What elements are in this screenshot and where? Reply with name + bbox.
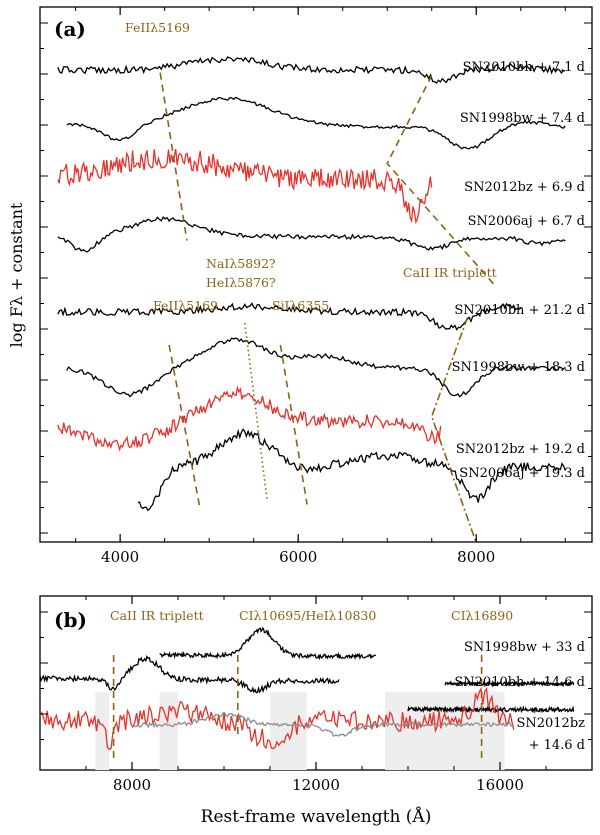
x-tick-label: 16000 xyxy=(476,776,524,794)
series-label: SN1998bw + 7.4 d xyxy=(460,111,585,126)
series-label: SN2006aj + 6.7 d xyxy=(468,214,585,229)
series-label: SN2010bh + 7.1 d xyxy=(463,60,585,75)
marker-label-nai: NaIλ5892? xyxy=(206,256,276,271)
series-label: SN2012bz + 6.9 d xyxy=(464,180,585,195)
y-axis-label: log Fλ + constant xyxy=(7,202,26,347)
series-label: SN1998bw + 33 d xyxy=(464,640,585,655)
panel-a-plot: 4000 6000 8000 xyxy=(40,7,592,566)
marker-label-caii: CaII IR triplett xyxy=(403,265,497,280)
spectrum-line xyxy=(57,148,433,225)
telluric-band xyxy=(385,691,505,770)
series-label: SN2012bz + 19.2 d xyxy=(456,442,585,457)
marker-label-feii-late: FeIIλ5169 xyxy=(153,298,218,313)
marker-label-feii: FeIIλ5169 xyxy=(125,20,190,35)
marker-label-ci-hei: CIλ10695/HeIλ10830 xyxy=(239,608,376,623)
spectrum-line xyxy=(57,302,522,331)
telluric-band xyxy=(95,691,109,770)
spectrum-line xyxy=(57,216,566,253)
marker-label-sii: SiIλ6355 xyxy=(272,298,329,313)
line-marker xyxy=(430,317,478,544)
series-label: SN2006aj + 19.3 d xyxy=(459,466,585,481)
panel-a-frame xyxy=(39,6,593,543)
x-tick-label: 8000 xyxy=(457,548,495,566)
x-tick-label: 12000 xyxy=(292,776,340,794)
series-label: SN2010bh + 14.6 d xyxy=(454,675,585,690)
panel-b-plot: 8000 12000 16000 xyxy=(39,596,593,794)
x-tick-label: 4000 xyxy=(101,548,139,566)
panel-b-label: (b) xyxy=(54,608,87,632)
marker-label-hei: HeIλ5876? xyxy=(206,275,276,290)
telluric-band xyxy=(270,691,307,770)
line-marker xyxy=(279,344,308,505)
spectrum-line xyxy=(66,96,566,150)
series-label: SN1998bw + 18.3 d xyxy=(452,360,585,375)
spectrum-line xyxy=(137,428,566,512)
spectrum-line xyxy=(131,711,514,737)
line-marker xyxy=(159,72,188,241)
series-label: SN2012bz xyxy=(516,716,585,731)
spectrum-line xyxy=(57,385,442,452)
marker-label-caii-b: CaII IR triplett xyxy=(110,608,204,623)
spectrum-line xyxy=(39,655,340,694)
x-axis-label: Rest-frame wavelength (Å) xyxy=(201,806,432,827)
spectrum-line xyxy=(57,56,566,84)
spectrum-line xyxy=(66,337,566,398)
series-label: SN2010bh + 21.2 d xyxy=(454,303,585,318)
line-marker xyxy=(386,75,495,286)
marker-label-ci: CIλ16890 xyxy=(451,608,513,623)
spectrum-line xyxy=(407,705,575,715)
series-label: + 14.6 d xyxy=(529,738,585,753)
spectrum-line xyxy=(159,627,377,661)
panel-a-label: (a) xyxy=(54,17,86,41)
x-tick-label: 8000 xyxy=(113,776,151,794)
spectrum-line xyxy=(444,679,575,688)
telluric-band xyxy=(159,691,178,770)
x-tick-label: 6000 xyxy=(279,548,317,566)
line-marker xyxy=(168,344,202,511)
